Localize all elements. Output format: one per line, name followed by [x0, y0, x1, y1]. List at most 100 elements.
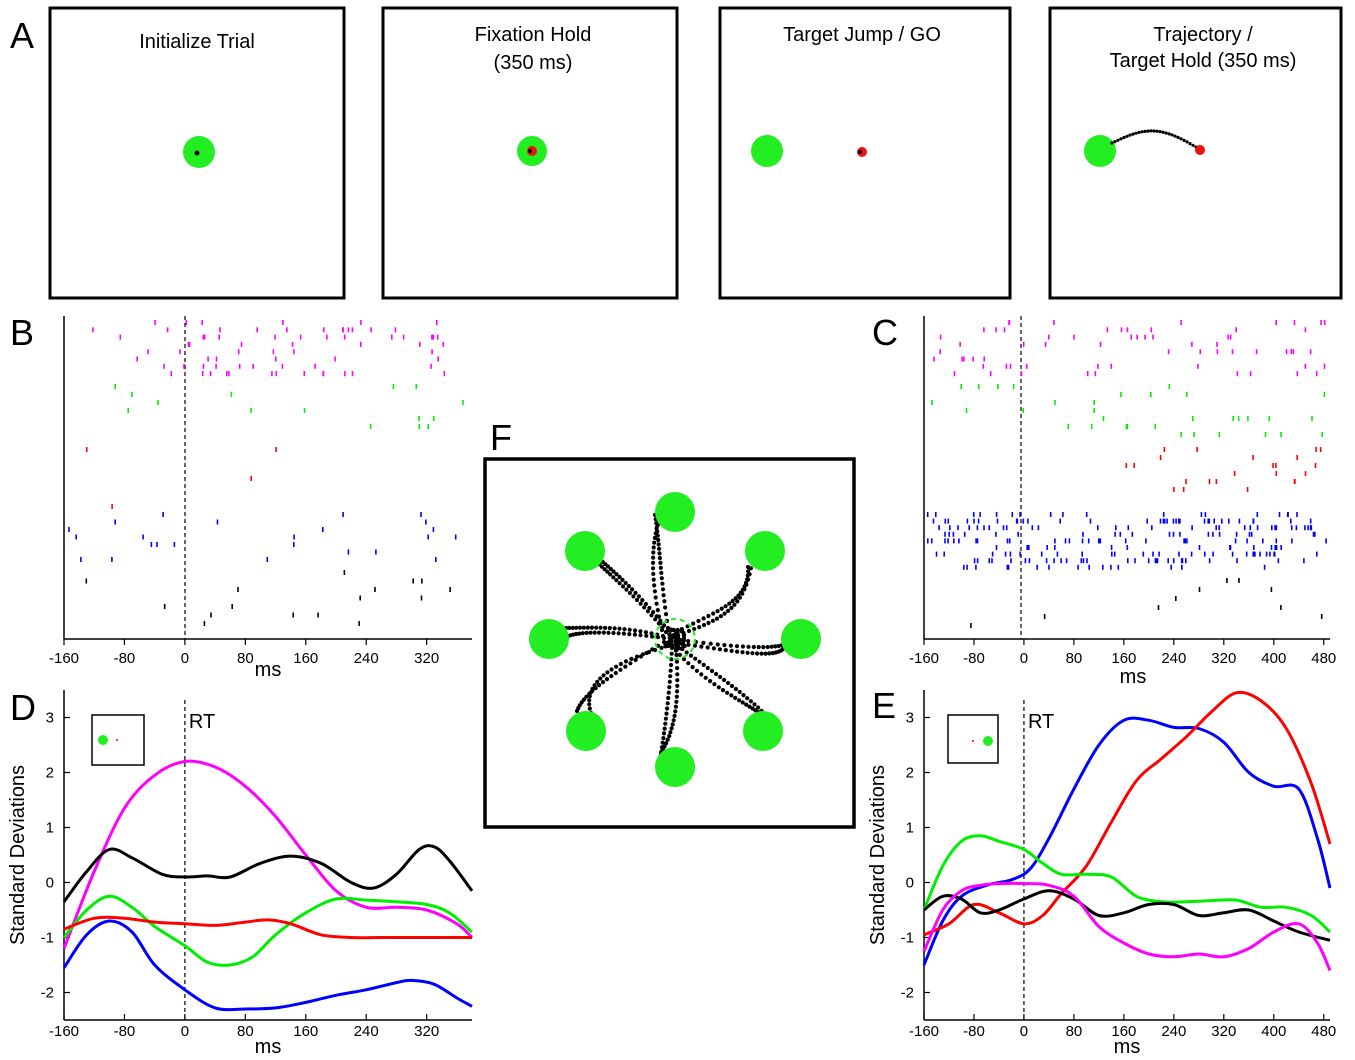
trajectory-dot [632, 628, 638, 633]
trajectory-dot [634, 597, 640, 603]
raster-c-xticks: -160 -80 0 80 160 240 320 400 480 [909, 639, 1336, 667]
trajectory-dot [660, 633, 666, 639]
trajectory-dot [645, 609, 651, 614]
trajectory-dot [759, 651, 764, 656]
trajectory-dot [673, 704, 679, 709]
panel-letter-c: C [872, 312, 898, 353]
chart-d-plot: -2 -1 0 1 2 3 -160 -80 0 80 160 240 320 RT ms Standard … [7, 690, 474, 1058]
trajectory-dot [655, 529, 660, 534]
trajectory-dot [659, 570, 664, 576]
trajectory-dot [593, 686, 598, 691]
trajectory-dot [729, 648, 734, 654]
trajectory-dot [1152, 129, 1156, 133]
trajectory-dot [644, 633, 649, 638]
trajectory-dot [675, 672, 680, 677]
step-title: Target Jump / GO [783, 24, 941, 46]
trajectory-dot [733, 686, 739, 692]
trajectory-dot [661, 593, 666, 598]
trajectory-dot [607, 626, 612, 631]
x-tick-label: 240 [1161, 650, 1186, 667]
trajectory-dot [674, 652, 679, 658]
series-line-red [63, 915, 472, 940]
trajectory-dot [755, 651, 760, 656]
trajectory-dot [737, 698, 742, 703]
x-tick-label: 320 [414, 1023, 439, 1040]
trajectory-dot [710, 618, 716, 623]
trajectory-dot [650, 647, 655, 652]
trajectory-dot [650, 634, 655, 639]
raster-b-xticks: -160 -80 0 80 160 240 320 [49, 639, 439, 667]
trajectory-dot [773, 644, 778, 649]
inset-cue-dot [972, 740, 974, 742]
trajectory-dot [624, 587, 629, 592]
reached-target [1084, 135, 1116, 167]
trajectory-dot [682, 643, 687, 649]
trajectory-dot [733, 596, 738, 601]
trajectory-dot [690, 665, 695, 670]
trajectory-dot [622, 627, 627, 632]
trajectory-dot [735, 649, 740, 654]
trajectory-dot [657, 546, 662, 551]
trajectory-dot [1131, 132, 1135, 136]
series-line-green [62, 894, 473, 967]
trajectory-dot [663, 612, 669, 617]
raster-c: -160 -80 0 80 160 240 320 400 480 ms [909, 316, 1336, 688]
trajectory-dot [584, 630, 589, 636]
trajectory-dot [765, 644, 770, 650]
trajectory-dot [613, 670, 618, 676]
trajectory-dot [715, 642, 720, 647]
trajectory-dot [602, 567, 607, 572]
step-frame [718, 6, 1012, 300]
trajectory-dot [714, 671, 719, 677]
trajectory-dot [614, 578, 619, 583]
panel-f-center-out [483, 457, 856, 829]
trajectory-dot [1128, 133, 1132, 137]
trajectory-dot [611, 575, 616, 580]
trajectory-dot [655, 533, 660, 538]
trajectory-dot [681, 657, 687, 662]
x-tick-label: 0 [181, 650, 189, 667]
trajectory-dot [726, 608, 731, 614]
trajectory-dot [642, 605, 647, 610]
trajectory-dot [601, 673, 606, 678]
x-tick-label: -160 [49, 650, 79, 667]
trajectory-dot [688, 653, 694, 658]
y-tick-label: 1 [46, 820, 54, 837]
trajectory-dot [727, 601, 732, 606]
direction-inset-e [947, 714, 999, 764]
trajectory-dot [750, 651, 755, 656]
x-tick-label: 240 [1161, 1023, 1186, 1040]
y-tick-label: 2 [906, 765, 914, 782]
trajectory-dot [744, 702, 749, 707]
raster-b: -160 -80 0 80 160 240 320 ms [49, 316, 472, 681]
peripheral-target [655, 492, 695, 532]
trajectory-dot [616, 631, 621, 636]
trajectory-dot [651, 577, 656, 582]
trajectory-dot [665, 737, 670, 742]
x-tick-label: 480 [1311, 650, 1336, 667]
y-tick-label: -2 [41, 985, 54, 1002]
trajectory-dot [1119, 137, 1123, 141]
trajectory-dot [692, 626, 697, 632]
trajectory-dot [626, 584, 632, 589]
trajectory-dot [668, 627, 673, 632]
trajectory-dot [671, 718, 676, 723]
trajectory-dot [590, 688, 595, 694]
trajectory-dot [737, 689, 742, 695]
trajectory-dot [1188, 142, 1192, 146]
trajectory-dot [1185, 140, 1189, 144]
trajectory-dot [740, 644, 746, 649]
step-frame [48, 6, 346, 300]
series-line-black [923, 889, 1331, 942]
trajectory-dot [703, 675, 708, 680]
x-tick-label: 80 [1066, 1023, 1083, 1040]
trajectory-dot [597, 630, 602, 635]
trajectory-dot [684, 650, 689, 655]
trajectory-dot [647, 605, 652, 611]
y-tick-label: 1 [906, 820, 914, 837]
center-target-outline [654, 618, 696, 660]
trajectory-dot [611, 630, 616, 636]
trajectory-dot [718, 614, 724, 619]
step-title: Trajectory / [1153, 24, 1253, 46]
trajectory-dot [631, 594, 636, 599]
